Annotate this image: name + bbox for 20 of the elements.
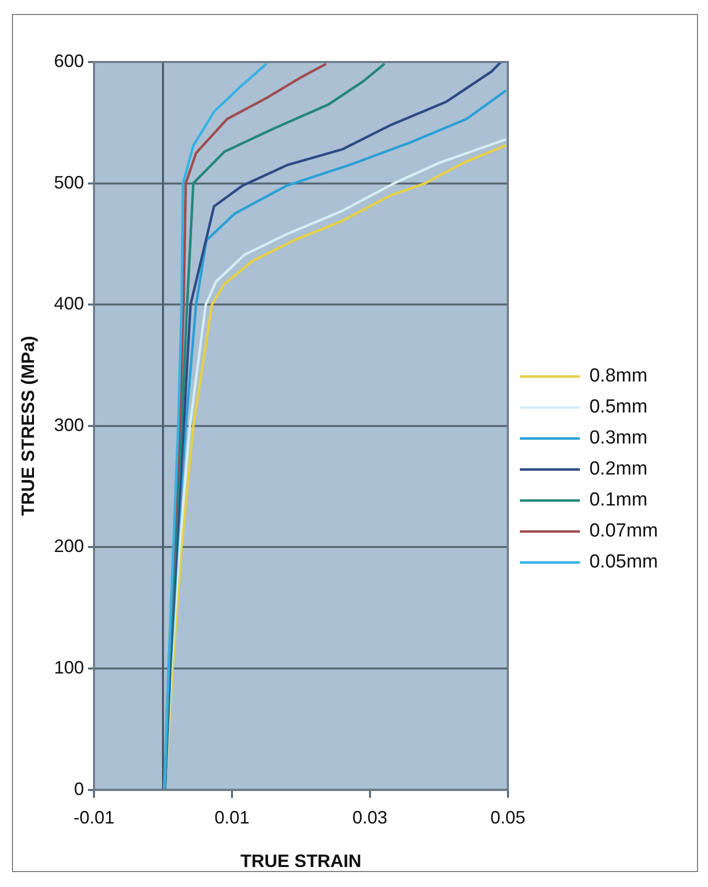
legend-label: 0.8mm [589, 366, 648, 387]
x-tick-label: 0.03 [352, 808, 388, 828]
legend-label: 0.05mm [589, 552, 658, 573]
x-tick-label: 0.05 [490, 808, 526, 828]
x-axis-title: TRUE STRAIN [240, 851, 362, 872]
y-axis-title: TRUE STRESS (MPa) [18, 336, 38, 516]
legend-label: 0.2mm [589, 458, 648, 480]
legend-label: 0.1mm [589, 490, 648, 511]
y-tick-label: 200 [54, 536, 84, 556]
x-tick-label: 0.01 [214, 808, 250, 828]
x-tick-label: -0.01 [73, 808, 115, 828]
legend-label: 0.07mm [589, 520, 658, 542]
y-tick-label: 300 [54, 414, 84, 435]
y-tick-label: 600 [54, 50, 84, 71]
y-tick-label: 0 [74, 778, 84, 799]
legend-label: 0.3mm [589, 428, 648, 449]
legend-label: 0.5mm [589, 396, 648, 418]
y-tick-label: 500 [54, 172, 84, 192]
y-tick-label: 400 [54, 294, 84, 314]
y-tick-label: 100 [54, 657, 84, 678]
